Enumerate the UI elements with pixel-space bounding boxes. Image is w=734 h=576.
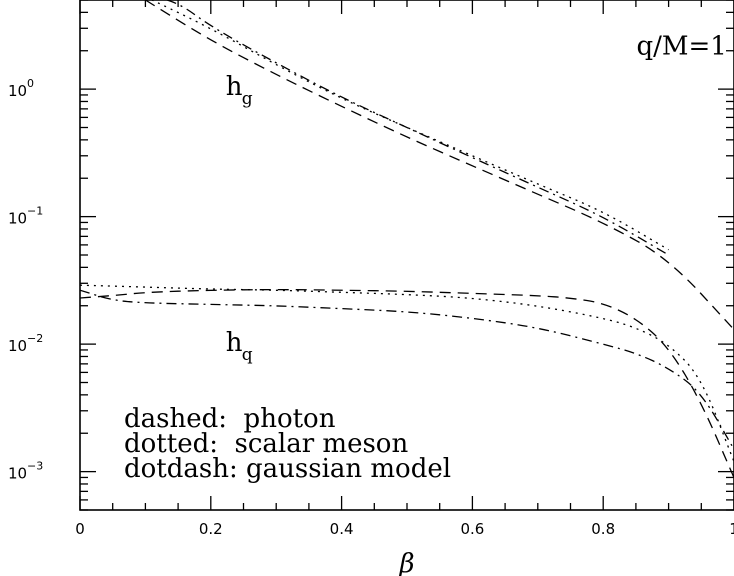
x-tick-label: 0	[75, 520, 85, 538]
y-tick-label: 10	[8, 465, 27, 483]
x-tick-label: 0.8	[591, 520, 615, 538]
y-tick-exponent: 0	[27, 77, 34, 90]
plot-frame	[79, 0, 734, 511]
y-tick-exponent: −2	[27, 332, 43, 345]
x-tick-label: 0.2	[199, 520, 223, 538]
series-layer	[80, 0, 734, 479]
series-hg-dashed	[145, 0, 734, 331]
series-hq-dotted	[80, 284, 734, 463]
series-hg-dotted	[150, 0, 669, 251]
y-tick-label: 10	[8, 82, 27, 100]
series-hq-dotdash	[80, 289, 734, 450]
ticks-layer	[79, 0, 734, 511]
x-axis-label: β	[398, 549, 414, 576]
y-tick-exponent: −3	[27, 460, 43, 473]
x-tick-label: 1	[729, 520, 734, 538]
curve-label-hq: h	[226, 328, 243, 358]
legend-line: dashed: photon	[124, 404, 336, 434]
y-tick-label: 10	[8, 210, 27, 228]
legend-line: dotted: scalar meson	[124, 429, 408, 459]
legend-line: dotdash: gaussian model	[124, 454, 451, 484]
curve-label-hg: h	[226, 72, 243, 102]
x-tick-label: 0.4	[330, 520, 354, 538]
y-tick-label: 10	[8, 337, 27, 355]
curve-label-subscript: q	[242, 345, 253, 365]
x-tick-label: 0.6	[460, 520, 484, 538]
series-hg-dotdash	[164, 0, 669, 256]
y-tick-exponent: −1	[27, 205, 43, 218]
series-hq-dashed	[80, 289, 734, 479]
curve-label-subscript: g	[242, 89, 253, 109]
parameter-annotation: q/M=1	[637, 31, 727, 61]
